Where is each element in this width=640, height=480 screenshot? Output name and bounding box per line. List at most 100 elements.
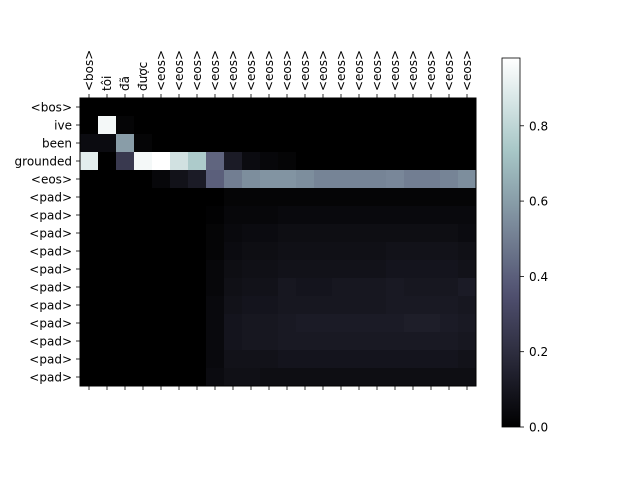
heatmap-cell bbox=[368, 134, 387, 153]
heatmap-cell bbox=[278, 134, 297, 153]
heatmap-cell bbox=[98, 314, 117, 333]
heatmap-cell bbox=[242, 116, 261, 135]
heatmap-cell bbox=[404, 224, 423, 243]
heatmap-cell bbox=[116, 116, 135, 135]
heatmap-cell bbox=[188, 332, 207, 351]
heatmap-cell bbox=[80, 242, 99, 261]
heatmap-cell bbox=[224, 296, 243, 315]
x-tick-label: <eos> bbox=[460, 50, 474, 91]
heatmap-cell bbox=[206, 278, 225, 297]
y-tick-label: <bos> bbox=[31, 101, 72, 115]
heatmap-cell bbox=[116, 152, 135, 171]
heatmap-cell bbox=[368, 224, 387, 243]
heatmap-cell bbox=[458, 368, 477, 387]
heatmap-cell bbox=[278, 332, 297, 351]
heatmap-cell bbox=[386, 98, 405, 117]
heatmap-cell bbox=[314, 224, 333, 243]
heatmap-cell bbox=[188, 242, 207, 261]
heatmap-cell bbox=[332, 152, 351, 171]
heatmap-cell bbox=[386, 368, 405, 387]
heatmap-cell bbox=[458, 260, 477, 279]
x-tick-label: <eos> bbox=[406, 50, 420, 91]
heatmap-cell bbox=[242, 332, 261, 351]
heatmap-cell bbox=[188, 116, 207, 135]
y-axis: <bos> ive been grounded <eos> <pad> <pad> <pad>… bbox=[15, 101, 80, 385]
x-tick-label: <eos> bbox=[154, 50, 168, 91]
heatmap-cell bbox=[350, 152, 369, 171]
heatmap-cell bbox=[260, 350, 279, 369]
x-tick-label: được bbox=[136, 62, 150, 91]
heatmap-cell bbox=[80, 296, 99, 315]
heatmap-cell bbox=[314, 98, 333, 117]
heatmap-cell bbox=[134, 224, 153, 243]
heatmap-cell bbox=[404, 332, 423, 351]
x-tick-label: <eos> bbox=[370, 50, 384, 91]
heatmap-cell bbox=[296, 224, 315, 243]
heatmap-cell bbox=[296, 170, 315, 189]
heatmap-frame bbox=[79, 97, 477, 387]
y-tick-label: <pad> bbox=[29, 353, 72, 367]
heatmap-cell bbox=[170, 170, 189, 189]
heatmap-cell bbox=[224, 170, 243, 189]
heatmap-cell bbox=[98, 98, 117, 117]
heatmap-cell bbox=[422, 350, 441, 369]
heatmap-cell bbox=[314, 116, 333, 135]
heatmap-cell bbox=[206, 314, 225, 333]
heatmap-cell bbox=[224, 242, 243, 261]
heatmap-cell bbox=[116, 188, 135, 207]
heatmap-cell bbox=[80, 278, 99, 297]
heatmap-cell bbox=[422, 98, 441, 117]
y-tick-label: <pad> bbox=[29, 227, 72, 241]
heatmap-cell bbox=[404, 116, 423, 135]
heatmap-cell bbox=[350, 368, 369, 387]
heatmap-cell bbox=[170, 188, 189, 207]
heatmap-cell bbox=[404, 368, 423, 387]
heatmap-cell bbox=[152, 224, 171, 243]
heatmap-cell bbox=[152, 296, 171, 315]
heatmap-cell bbox=[332, 206, 351, 225]
heatmap-cell bbox=[296, 368, 315, 387]
colorbar: 0.0 0.2 0.4 0.6 0.8 bbox=[501, 57, 548, 435]
x-tick-label: <eos> bbox=[388, 50, 402, 91]
heatmap-cell bbox=[458, 242, 477, 261]
heatmap-cell bbox=[224, 260, 243, 279]
x-tick-label: đã bbox=[118, 76, 132, 91]
heatmap-cell bbox=[404, 170, 423, 189]
heatmap-cell bbox=[152, 314, 171, 333]
heatmap-cell bbox=[260, 332, 279, 351]
heatmap-cell bbox=[116, 170, 135, 189]
heatmap-cell bbox=[440, 206, 459, 225]
heatmap-cell bbox=[422, 170, 441, 189]
heatmap-cell bbox=[386, 242, 405, 261]
heatmap-cell bbox=[458, 314, 477, 333]
heatmap-cell bbox=[350, 242, 369, 261]
heatmap-cell bbox=[152, 242, 171, 261]
heatmap-cell bbox=[224, 332, 243, 351]
heatmap-cell bbox=[242, 260, 261, 279]
heatmap-cell bbox=[278, 314, 297, 333]
x-tick-label: <bos> bbox=[82, 50, 96, 91]
heatmap-cell bbox=[152, 134, 171, 153]
heatmap-cell bbox=[368, 242, 387, 261]
heatmap-cell bbox=[278, 188, 297, 207]
heatmap-cell bbox=[242, 368, 261, 387]
heatmap-cell bbox=[278, 170, 297, 189]
heatmap-cell bbox=[188, 224, 207, 243]
heatmap-cell bbox=[440, 134, 459, 153]
heatmap-cell bbox=[386, 116, 405, 135]
x-tick-label: <eos> bbox=[298, 50, 312, 91]
heatmap-cell bbox=[224, 152, 243, 171]
heatmap-cell bbox=[296, 242, 315, 261]
heatmap-cell bbox=[422, 206, 441, 225]
heatmap-cell bbox=[188, 260, 207, 279]
heatmap-cell bbox=[314, 368, 333, 387]
heatmap-cell bbox=[260, 314, 279, 333]
heatmap-cell bbox=[206, 242, 225, 261]
heatmap-cell bbox=[332, 224, 351, 243]
heatmap-cell bbox=[170, 278, 189, 297]
x-tick-label: <eos> bbox=[334, 50, 348, 91]
heatmap-cell bbox=[422, 242, 441, 261]
heatmap-cell bbox=[170, 152, 189, 171]
heatmap-cell bbox=[206, 98, 225, 117]
heatmap-cell bbox=[188, 314, 207, 333]
